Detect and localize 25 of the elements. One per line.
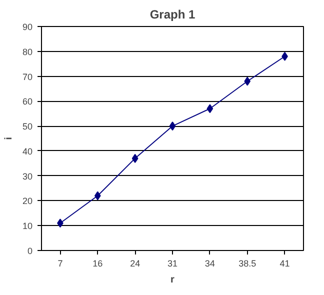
x-tick-label: 34 <box>204 258 215 268</box>
point <box>94 191 101 200</box>
y-tick-label: 70 <box>22 72 33 82</box>
y-tick-label: 30 <box>22 171 33 182</box>
x-axis-title: r <box>170 274 175 286</box>
point <box>244 76 251 86</box>
y-tick-label: 80 <box>22 46 33 57</box>
y-tick-label: 60 <box>22 96 33 107</box>
y-tick-label: 20 <box>22 196 33 206</box>
y-tick-label: 90 <box>22 22 33 32</box>
x-tick-label: 7 <box>58 258 63 268</box>
x-tick-label: 38.5 <box>238 258 256 268</box>
y-tick-label: 50 <box>22 122 33 132</box>
y-tick-label: 40 <box>22 146 33 156</box>
y-tick-label: 10 <box>22 221 33 232</box>
x-tick-label: 24 <box>130 258 140 268</box>
x-tick-label: 16 <box>92 258 103 268</box>
x-tick-label: 31 <box>167 258 178 268</box>
point <box>169 122 176 131</box>
point <box>206 104 214 114</box>
point <box>132 154 138 163</box>
chart-title: Graph 1 <box>150 8 196 22</box>
x-tick-label: 41 <box>280 258 290 268</box>
y-tick-label: 0 <box>27 246 33 256</box>
y-axis-title: i <box>3 136 14 140</box>
